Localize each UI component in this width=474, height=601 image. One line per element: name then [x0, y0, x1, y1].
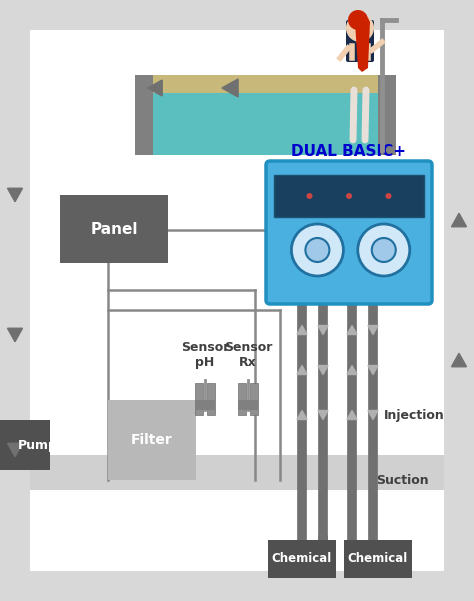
- Polygon shape: [347, 326, 357, 335]
- Bar: [268, 540, 336, 578]
- Bar: [0, 0, 474, 30]
- Circle shape: [385, 193, 392, 199]
- Polygon shape: [148, 80, 162, 96]
- Polygon shape: [354, 18, 370, 72]
- Bar: [195, 400, 215, 410]
- Bar: [30, 455, 444, 490]
- Polygon shape: [8, 188, 22, 202]
- Polygon shape: [347, 365, 357, 374]
- Text: Pump: Pump: [18, 439, 57, 451]
- Polygon shape: [222, 79, 238, 97]
- FancyBboxPatch shape: [274, 175, 424, 217]
- Polygon shape: [297, 326, 307, 335]
- Bar: [444, 0, 474, 601]
- Text: Suction: Suction: [376, 474, 428, 486]
- Circle shape: [307, 193, 312, 199]
- Circle shape: [348, 10, 368, 30]
- Circle shape: [346, 14, 374, 42]
- Polygon shape: [452, 353, 466, 367]
- Bar: [108, 400, 196, 480]
- Text: Injection: Injection: [384, 409, 445, 421]
- Text: Chemical: Chemical: [348, 552, 408, 566]
- Polygon shape: [297, 410, 307, 419]
- Polygon shape: [318, 365, 328, 374]
- Bar: [153, 93, 378, 155]
- Bar: [195, 383, 203, 415]
- Polygon shape: [8, 444, 22, 457]
- Bar: [238, 400, 258, 410]
- Bar: [153, 75, 378, 93]
- Bar: [344, 540, 412, 578]
- Circle shape: [346, 193, 352, 199]
- Bar: [0, 0, 30, 601]
- Polygon shape: [348, 530, 356, 545]
- Polygon shape: [318, 326, 328, 335]
- Polygon shape: [368, 326, 378, 335]
- Bar: [0, 571, 474, 601]
- FancyBboxPatch shape: [30, 30, 444, 571]
- Circle shape: [292, 224, 343, 276]
- Circle shape: [305, 238, 329, 262]
- FancyBboxPatch shape: [266, 161, 432, 304]
- Polygon shape: [452, 213, 466, 227]
- Polygon shape: [370, 530, 376, 545]
- Polygon shape: [297, 365, 307, 374]
- Polygon shape: [347, 410, 357, 419]
- Bar: [250, 383, 258, 415]
- Circle shape: [372, 238, 396, 262]
- Circle shape: [358, 224, 410, 276]
- Bar: [207, 383, 215, 415]
- Bar: [135, 75, 153, 155]
- Bar: [238, 383, 246, 415]
- Text: Chemical: Chemical: [272, 552, 332, 566]
- Bar: [60, 195, 168, 263]
- FancyBboxPatch shape: [346, 20, 374, 62]
- Bar: [378, 75, 396, 155]
- Text: Panel: Panel: [90, 222, 138, 237]
- Text: Sensor
Rx: Sensor Rx: [224, 341, 272, 369]
- Text: Filter: Filter: [131, 433, 173, 447]
- Text: DUAL BASIC+: DUAL BASIC+: [292, 144, 407, 159]
- Text: Sensor
pH: Sensor pH: [181, 341, 229, 369]
- Bar: [0, 420, 50, 470]
- Polygon shape: [368, 365, 378, 374]
- Polygon shape: [318, 410, 328, 419]
- Polygon shape: [8, 328, 22, 342]
- Polygon shape: [368, 410, 378, 419]
